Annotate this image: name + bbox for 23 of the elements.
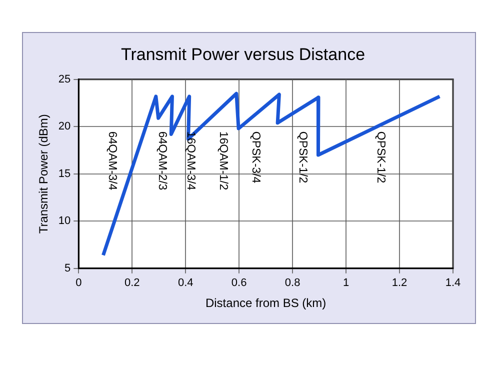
annotation: 64QAM-3/4 — [106, 131, 118, 191]
y-tick-label: 10 — [58, 215, 71, 228]
annotation: 64QAM-2/3 — [156, 131, 168, 190]
x-tick-label: 0.8 — [284, 277, 300, 290]
x-tick-label: 0.2 — [124, 277, 140, 290]
x-axis-title: Distance from BS (km) — [205, 296, 326, 310]
x-tick-label: 1 — [342, 277, 350, 290]
y-tick-label: 15 — [58, 168, 71, 180]
y-tick-label: 25 — [58, 73, 71, 86]
x-tick-label: 1.2 — [392, 277, 408, 290]
annotation: QPSK-1/2 — [296, 131, 309, 184]
x-tick-label: 0.6 — [231, 277, 247, 290]
annotation: 16QAM-3/4 — [184, 131, 196, 191]
x-tick-label: 1.4 — [445, 277, 461, 290]
annotation: QPSK-3/4 — [250, 131, 262, 184]
x-tick-label: 0.4 — [178, 277, 194, 290]
chart-title: Transmit Power versus Distance — [120, 44, 366, 64]
annotation: QPSK-1/2 — [374, 131, 387, 184]
annotation: 16QAM-1/2 — [216, 131, 229, 190]
x-tick-label: 0 — [76, 277, 82, 290]
y-tick-label: 5 — [64, 262, 71, 274]
y-tick-label: 20 — [58, 120, 71, 133]
y-axis-title: Transmit Power (dBm) — [36, 114, 51, 234]
